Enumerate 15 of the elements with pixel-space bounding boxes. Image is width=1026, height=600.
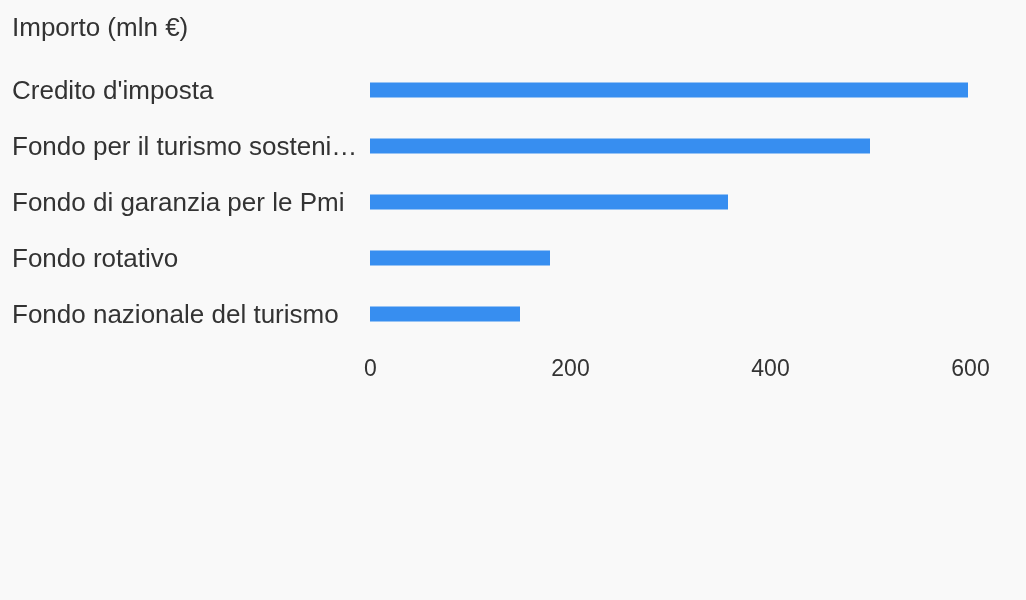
y-tick-label: Fondo per il turismo sosteni… [12,131,358,161]
bar [370,82,968,98]
bar [370,250,550,266]
bar [370,194,728,210]
bar [370,138,870,154]
y-tick-label: Fondo nazionale del turismo [12,299,339,329]
y-tick-label: Fondo rotativo [12,243,179,273]
x-tick-label: 200 [551,355,590,382]
y-tick-label: Fondo di garanzia per le Pmi [12,187,345,217]
bar [370,306,520,322]
x-tick-label: 0 [364,355,377,382]
x-tick-label: 400 [751,355,790,382]
x-tick-label: 600 [951,355,990,382]
text: Importo (mln €) [12,12,189,42]
y-tick-label: Credito d'imposta [12,75,215,105]
